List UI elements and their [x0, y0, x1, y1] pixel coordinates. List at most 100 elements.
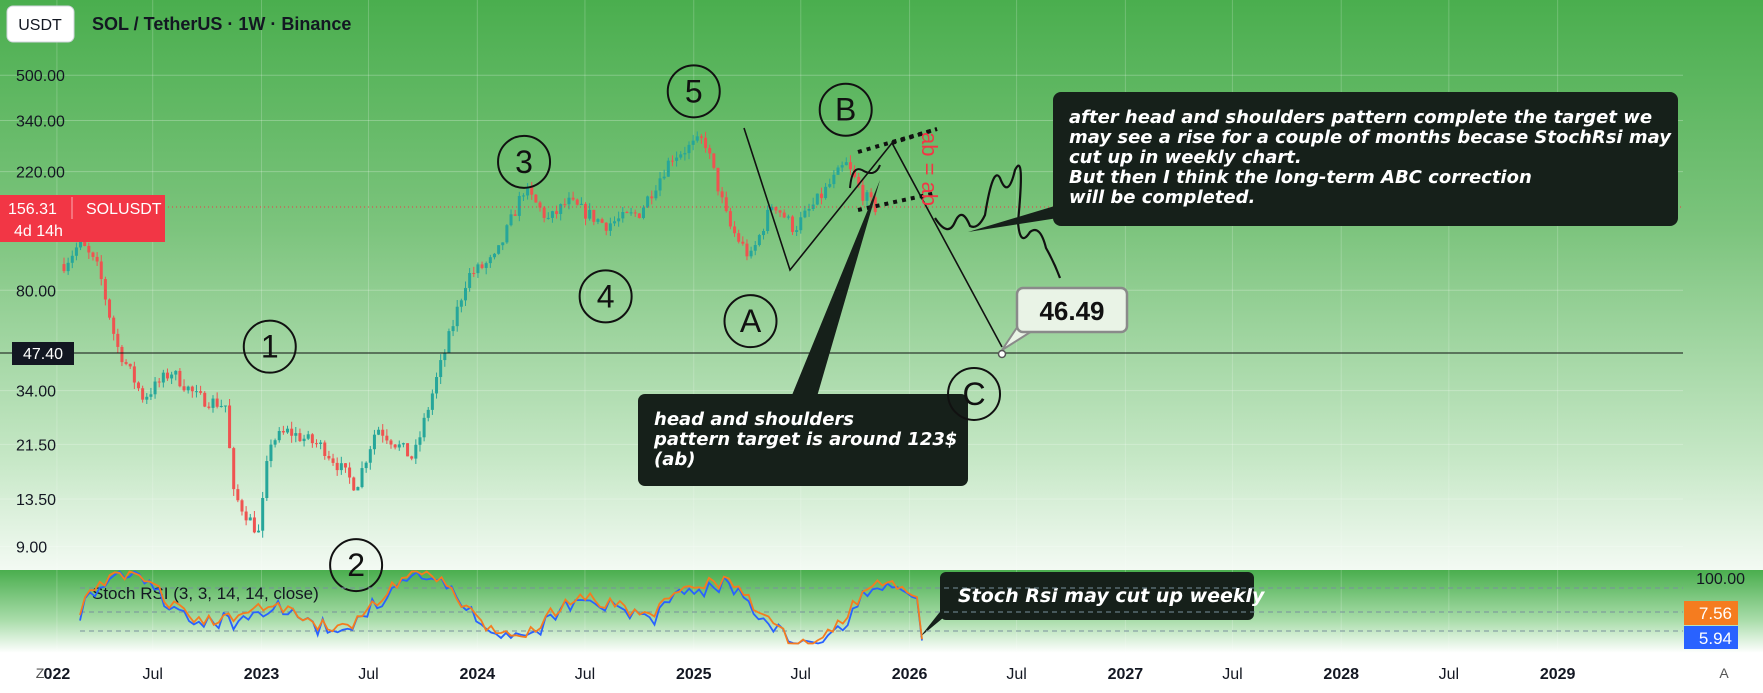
note-right-pointer [968, 205, 1058, 232]
candle-body [778, 210, 782, 213]
candle-body [393, 444, 397, 448]
candle-body [385, 435, 389, 441]
candle-body [79, 238, 83, 248]
candle-body [443, 352, 447, 361]
candle-body [695, 136, 699, 141]
symbol-title[interactable]: SOL / TetherUS · 1W · Binance [92, 14, 351, 34]
price-axis-label: 80.00 [16, 283, 56, 300]
candle-body [451, 326, 455, 332]
candle-body [650, 196, 654, 199]
candles [62, 131, 877, 538]
stoch-scale-top: 100.00 [1696, 571, 1745, 588]
wave-circle [329, 538, 384, 593]
hline-badge[interactable]: 47.40 [12, 342, 74, 365]
drawings[interactable] [743, 127, 1062, 348]
candle-body [294, 433, 298, 436]
price-axis[interactable]: 500.00 340.00 220.00 80.00 34.00 21.50 13.50 9.… [16, 68, 65, 556]
hs-channel-right [891, 127, 938, 145]
candle-body [232, 448, 236, 490]
candle-body [248, 517, 252, 521]
wave-label-C[interactable]: C [947, 366, 1002, 421]
forecast-path[interactable] [934, 164, 1062, 279]
candle-body [654, 190, 658, 199]
wave-label-3[interactable]: 3 [497, 134, 552, 189]
wave-label-text: 1 [261, 329, 279, 365]
candle-body [112, 317, 116, 334]
candle-body [343, 463, 347, 468]
candle-body [319, 442, 323, 444]
candle-body [352, 477, 356, 491]
auto-scale-icon[interactable]: A [1719, 665, 1729, 681]
candle-body [637, 213, 641, 218]
indicator-title[interactable]: Stoch RSI (3, 3, 14, 14, close) [92, 584, 319, 603]
currency-button-label: USDT [18, 17, 62, 34]
currency-button[interactable] [6, 5, 75, 43]
wave-label-B[interactable]: B [818, 82, 873, 137]
candle-body [513, 214, 517, 216]
candle-body [372, 434, 376, 450]
note-center-line-2: pattern target is around 123$ [653, 429, 957, 450]
candle-body [745, 243, 749, 257]
candle-body [426, 409, 430, 418]
abc-wave-line[interactable] [743, 127, 1003, 348]
candle-body [194, 391, 198, 393]
time-axis[interactable]: 022 Jul 2023 Jul 2024 Jul 2025 Jul 2026 Jul 2027 Ju… [44, 666, 1576, 683]
wave-label-1[interactable]: 1 [242, 319, 297, 374]
wave-label-5[interactable]: 5 [666, 64, 721, 119]
target-box[interactable] [1015, 286, 1129, 334]
candle-body [439, 360, 443, 378]
candle-body [733, 226, 737, 234]
wave-label-4[interactable]: 4 [578, 269, 633, 324]
candle-body [463, 287, 467, 301]
candle-body [223, 405, 227, 407]
wave-label-A[interactable]: A [723, 294, 778, 349]
candle-body [128, 363, 132, 367]
candle-body [728, 211, 732, 227]
candle-body [170, 374, 174, 379]
candle-body [145, 396, 149, 400]
current-price-badge[interactable]: 156.31 SOLUSDT 4d 14h [0, 195, 165, 242]
candle-body [215, 398, 219, 407]
wave-label-text: 5 [685, 73, 703, 109]
note-stoch-text: Stoch Rsi may cut up weekly [958, 585, 1266, 607]
note-right-line-1: after head and shoulders pattern complet… [1069, 107, 1652, 128]
candle-body [447, 331, 451, 353]
candle-body [228, 405, 232, 449]
candle-body [844, 162, 848, 166]
wave-label-2[interactable]: 2 [329, 538, 384, 593]
candle-body [546, 217, 550, 219]
candle-body [356, 487, 360, 491]
wave-labels[interactable]: 1 2 3 4 5 A B C [242, 64, 1002, 593]
candle-body [335, 462, 339, 471]
candle-body [869, 192, 873, 198]
note-right-box[interactable] [1053, 92, 1678, 226]
candle-body [687, 144, 691, 154]
time-axis-label: 2025 [676, 666, 712, 683]
ab-equals-label: ab = ab [917, 132, 942, 206]
candle-body [389, 440, 393, 445]
candle-body [592, 209, 596, 222]
candle-body [716, 167, 720, 192]
stoch-d-value: 5.94 [1699, 629, 1732, 648]
candle-body [62, 264, 66, 272]
note-stoch-box[interactable] [940, 572, 1254, 620]
candle-body [567, 197, 571, 205]
note-center-pointer [790, 180, 880, 400]
timezone-icon[interactable]: Z [36, 665, 45, 681]
candle-body [141, 388, 145, 400]
candle-body [815, 193, 819, 205]
candle-body [219, 405, 223, 407]
candle-body [675, 157, 679, 161]
candle-body [737, 233, 741, 242]
stoch-d-badge [1684, 626, 1738, 649]
candle-body [526, 186, 530, 196]
target-point [997, 349, 1007, 359]
candle-body [824, 186, 828, 199]
candle-body [236, 489, 240, 501]
callouts[interactable]: head and shoulders pattern target is aro… [638, 92, 1678, 637]
candle-body [252, 517, 256, 533]
candle-body [762, 230, 766, 236]
note-right-line-3: cut up in weekly chart. [1069, 147, 1302, 168]
candle-body [70, 255, 74, 263]
note-center-box[interactable] [638, 394, 968, 486]
